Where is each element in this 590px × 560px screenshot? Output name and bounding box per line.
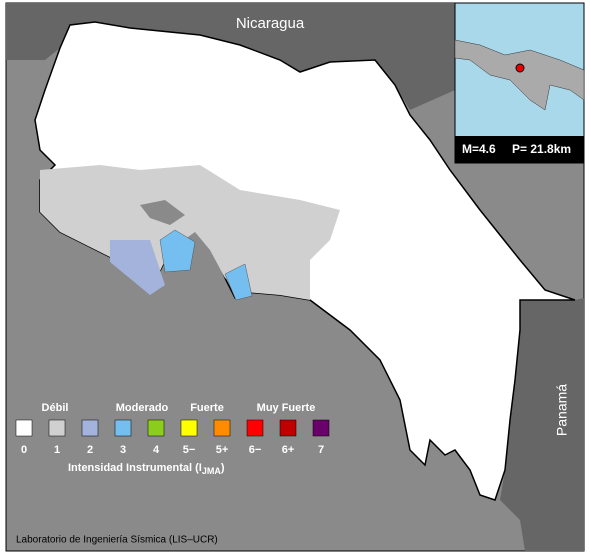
legend-level: 7 — [318, 444, 324, 456]
legend-group: Muy Fuerte — [257, 402, 316, 414]
inset-land — [454, 39, 585, 111]
legend-swatch — [81, 419, 99, 437]
nicaragua — [6, 3, 455, 110]
legend-level: 5− — [183, 444, 196, 456]
legend-swatch — [147, 419, 165, 437]
legend: Débil Moderado Fuerte Muy Fuerte 0 1 2 3 4 5− 5+ 6−… — [15, 402, 330, 456]
legend-swatch — [180, 419, 198, 437]
intensity-2-area — [110, 240, 165, 295]
legend-swatch — [213, 419, 231, 437]
intensity-3-area — [159, 229, 196, 273]
gulf — [140, 200, 185, 225]
credit: Laboratorio de Ingeniería Sísmica (LIS–U… — [16, 535, 218, 546]
legend-level: 5+ — [216, 444, 229, 456]
legend-title-main: Intensidad Instrumental (I — [68, 462, 202, 474]
magnitude: M=4.6 — [462, 142, 496, 156]
legend-level: 1 — [54, 444, 60, 456]
panama — [500, 285, 584, 551]
legend-group: Fuerte — [190, 402, 224, 414]
epicenter — [515, 63, 525, 73]
inset: M=4.6 P= 21.8km — [454, 2, 585, 164]
legend-title-sub: JMA — [202, 466, 222, 476]
legend-level: 6+ — [282, 444, 295, 456]
intensity-3-area — [224, 263, 253, 301]
country-label: Panamá — [554, 384, 570, 436]
legend-group: Moderado — [116, 402, 169, 414]
legend-swatch — [246, 419, 264, 437]
legend-swatch — [48, 419, 66, 437]
legend-swatch — [114, 419, 132, 437]
intensity-1-area — [40, 165, 340, 300]
legend-title: Intensidad Instrumental (IJMA) — [68, 462, 225, 476]
legend-group: Débil — [42, 402, 69, 414]
legend-swatch — [15, 419, 33, 437]
legend-title-end: ) — [221, 462, 225, 474]
legend-level: 4 — [153, 444, 160, 456]
legend-swatch — [279, 419, 297, 437]
legend-level: 3 — [120, 444, 126, 456]
inset-bar — [455, 136, 584, 163]
legend-level: 2 — [87, 444, 93, 456]
legend-level: 6− — [249, 444, 262, 456]
legend-level: 0 — [21, 444, 27, 456]
country-label: Nicaragua — [236, 15, 305, 32]
legend-swatch — [312, 419, 330, 437]
depth: P= 21.8km — [512, 142, 571, 156]
